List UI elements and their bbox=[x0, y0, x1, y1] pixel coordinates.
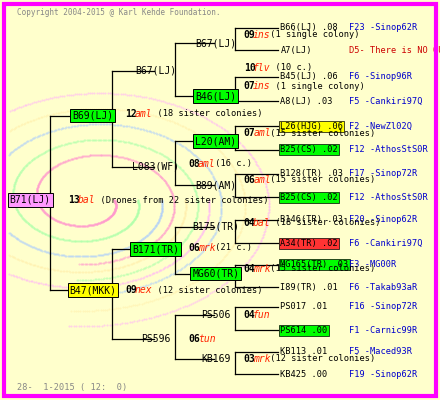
Text: 08: 08 bbox=[188, 159, 200, 169]
Text: B47(MKK): B47(MKK) bbox=[69, 285, 116, 295]
Text: 03: 03 bbox=[244, 354, 256, 364]
Text: 07: 07 bbox=[244, 128, 256, 138]
Text: (Drones from 22 sister colonies): (Drones from 22 sister colonies) bbox=[90, 196, 268, 204]
Text: F12 -AthosStS0R: F12 -AthosStS0R bbox=[349, 193, 428, 202]
Text: B45(LJ) .06: B45(LJ) .06 bbox=[280, 72, 338, 81]
Text: 06: 06 bbox=[188, 334, 200, 344]
Text: (15 sister colonies): (15 sister colonies) bbox=[265, 129, 376, 138]
Text: B71(LJ): B71(LJ) bbox=[10, 195, 51, 205]
Text: A7(LJ): A7(LJ) bbox=[280, 46, 312, 55]
Text: ins: ins bbox=[253, 30, 271, 40]
Text: F6 -Takab93aR: F6 -Takab93aR bbox=[349, 282, 418, 292]
Text: B69(LJ): B69(LJ) bbox=[72, 111, 114, 121]
Text: B66(LJ) .08: B66(LJ) .08 bbox=[280, 23, 338, 32]
Text: B171(TR): B171(TR) bbox=[132, 244, 179, 254]
Text: bal: bal bbox=[78, 195, 95, 205]
Text: L083(WF): L083(WF) bbox=[132, 162, 179, 172]
Text: PS614 .00: PS614 .00 bbox=[280, 326, 328, 335]
Text: mrk: mrk bbox=[253, 264, 271, 274]
Text: B175(TR): B175(TR) bbox=[192, 222, 239, 232]
Text: F5 -Cankiri97Q: F5 -Cankiri97Q bbox=[349, 97, 423, 106]
Text: (21 c.): (21 c.) bbox=[210, 243, 252, 252]
Text: (18 sister colonies): (18 sister colonies) bbox=[265, 218, 381, 227]
Text: tun: tun bbox=[198, 334, 216, 344]
Text: 07: 07 bbox=[244, 81, 256, 91]
Text: 04: 04 bbox=[244, 310, 256, 320]
Text: (12 sister colonies): (12 sister colonies) bbox=[147, 286, 262, 295]
Text: nex: nex bbox=[135, 285, 152, 295]
Text: aml: aml bbox=[253, 175, 271, 185]
Text: D5- There is NO QUEEN: D5- There is NO QUEEN bbox=[349, 46, 440, 55]
Text: 06: 06 bbox=[244, 175, 256, 185]
Text: F5 -Maced93R: F5 -Maced93R bbox=[349, 347, 412, 356]
Text: KB113 .01: KB113 .01 bbox=[280, 347, 328, 356]
Text: ins: ins bbox=[253, 81, 271, 91]
Text: (12 sister colonies): (12 sister colonies) bbox=[265, 354, 376, 363]
Text: MG60(TR): MG60(TR) bbox=[192, 269, 239, 279]
Text: (10 c.): (10 c.) bbox=[265, 63, 313, 72]
Text: mrk: mrk bbox=[253, 354, 271, 364]
Text: F19 -Sinop62R: F19 -Sinop62R bbox=[349, 370, 418, 379]
Text: F1 -Carnic99R: F1 -Carnic99R bbox=[349, 326, 418, 335]
Text: F6 -Sinop96R: F6 -Sinop96R bbox=[349, 72, 412, 81]
Text: (15 sister colonies): (15 sister colonies) bbox=[265, 175, 376, 184]
Text: aml: aml bbox=[253, 128, 271, 138]
Text: B46(LJ): B46(LJ) bbox=[195, 91, 236, 101]
Text: F2 -NewZl02Q: F2 -NewZl02Q bbox=[349, 122, 412, 131]
Text: (16 c.): (16 c.) bbox=[210, 160, 252, 168]
Text: (1 single colony): (1 single colony) bbox=[265, 82, 365, 91]
Text: L20(AM): L20(AM) bbox=[195, 136, 236, 146]
Text: KB169: KB169 bbox=[201, 354, 231, 364]
Text: F12 -AthosStS0R: F12 -AthosStS0R bbox=[349, 145, 428, 154]
Text: I89(TR) .01: I89(TR) .01 bbox=[280, 282, 338, 292]
Text: PS506: PS506 bbox=[201, 310, 231, 320]
Text: MG165(TR) .03: MG165(TR) .03 bbox=[280, 260, 348, 269]
Text: E3 -MG00R: E3 -MG00R bbox=[349, 260, 396, 269]
Text: 13: 13 bbox=[68, 195, 80, 205]
Text: L26(HJG) .06: L26(HJG) .06 bbox=[280, 122, 343, 131]
Text: mrk: mrk bbox=[198, 243, 216, 253]
Text: Copyright 2004-2015 @ Karl Kehde Foundation.: Copyright 2004-2015 @ Karl Kehde Foundat… bbox=[17, 8, 221, 17]
Text: F20 -Sinop62R: F20 -Sinop62R bbox=[349, 215, 418, 224]
Text: B25(CS) .02: B25(CS) .02 bbox=[280, 145, 338, 154]
Text: A34(TR) .02: A34(TR) .02 bbox=[280, 239, 338, 248]
Text: aml: aml bbox=[135, 109, 152, 119]
Text: 09: 09 bbox=[125, 285, 137, 295]
Text: B146(TR) .03: B146(TR) .03 bbox=[280, 215, 343, 224]
Text: A8(LJ) .03: A8(LJ) .03 bbox=[280, 97, 333, 106]
Text: fun: fun bbox=[253, 310, 271, 320]
Text: B67(LJ): B67(LJ) bbox=[195, 38, 236, 48]
Text: F6 -Cankiri97Q: F6 -Cankiri97Q bbox=[349, 239, 423, 248]
Text: bal: bal bbox=[253, 218, 271, 228]
Text: 06: 06 bbox=[188, 243, 200, 253]
Text: 09: 09 bbox=[244, 30, 256, 40]
Text: PS596: PS596 bbox=[141, 334, 170, 344]
Text: (18 sister colonies): (18 sister colonies) bbox=[147, 109, 262, 118]
Text: 12: 12 bbox=[125, 109, 137, 119]
Text: B25(CS) .02: B25(CS) .02 bbox=[280, 193, 338, 202]
Text: KB425 .00: KB425 .00 bbox=[280, 370, 328, 379]
Text: flv: flv bbox=[253, 62, 271, 72]
Text: B89(AM): B89(AM) bbox=[195, 180, 236, 190]
Text: 28-  1-2015 ( 12:  0): 28- 1-2015 ( 12: 0) bbox=[17, 383, 128, 392]
Text: B128(TR) .03: B128(TR) .03 bbox=[280, 169, 343, 178]
Text: B67(LJ): B67(LJ) bbox=[135, 66, 176, 76]
Text: 04: 04 bbox=[244, 264, 256, 274]
Text: F16 -Sinop72R: F16 -Sinop72R bbox=[349, 302, 418, 311]
Text: F17 -Sinop72R: F17 -Sinop72R bbox=[349, 169, 418, 178]
Text: 10: 10 bbox=[244, 62, 256, 72]
Text: (1 single colony): (1 single colony) bbox=[265, 30, 360, 39]
Text: PS017 .01: PS017 .01 bbox=[280, 302, 328, 311]
Text: F23 -Sinop62R: F23 -Sinop62R bbox=[349, 23, 418, 32]
Text: aml: aml bbox=[198, 159, 216, 169]
Text: 04: 04 bbox=[244, 218, 256, 228]
Text: (15 sister colonies): (15 sister colonies) bbox=[265, 264, 376, 273]
